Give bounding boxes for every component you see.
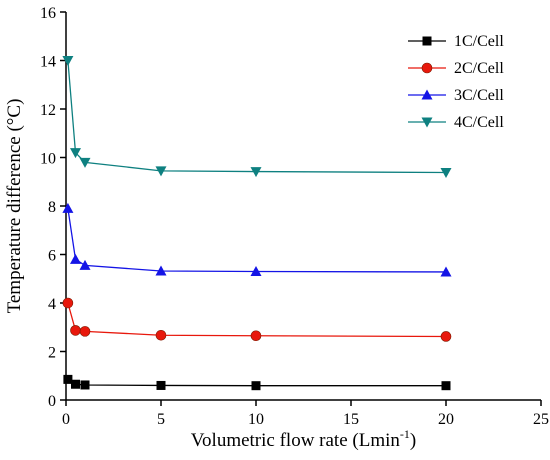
legend-entry: 4C/Cell [408, 114, 504, 131]
y-tick-label: 16 [40, 5, 56, 22]
data-point [250, 330, 262, 342]
x-ticks: 0 5 10 15 20 25 [62, 400, 549, 428]
y-ticks: 0 2 4 6 8 10 12 14 16 [40, 5, 66, 410]
legend: 1C/Cell 2C/Cell 3C/Cell 4C/Cell [408, 33, 504, 131]
x-tick-label: 10 [248, 411, 264, 428]
data-point [250, 265, 262, 276]
x-tick-label: 15 [343, 411, 359, 428]
data-point [62, 202, 74, 213]
series-line [67, 208, 447, 273]
data-point [70, 325, 81, 336]
series-4 [62, 56, 452, 179]
data-point [79, 259, 91, 270]
x-tick-label: 5 [157, 411, 165, 428]
data-point [440, 266, 452, 277]
y-tick-label: 10 [40, 151, 56, 168]
legend-marker [421, 117, 433, 128]
legend-label: 2C/Cell [454, 60, 504, 77]
x-axis-title-main: Volumetric flow rate (Lmin [191, 430, 401, 451]
data-point [155, 166, 167, 177]
x-axis-title-end: ) [410, 430, 416, 451]
data-point [155, 265, 167, 276]
legend-label: 1C/Cell [454, 33, 504, 50]
x-tick-label: 25 [533, 411, 549, 428]
data-point [79, 326, 91, 337]
legend-marker [421, 62, 433, 74]
series-3 [62, 202, 452, 277]
legend-entry: 3C/Cell [408, 87, 504, 104]
y-tick-label: 14 [40, 54, 56, 71]
legend-entry: 2C/Cell [408, 60, 504, 77]
series-2 [62, 297, 452, 342]
data-point [70, 148, 81, 159]
legend-label: 3C/Cell [454, 87, 504, 104]
data-point [79, 157, 91, 168]
legend-marker [422, 36, 432, 46]
data-point [63, 374, 73, 384]
series-line [67, 60, 447, 174]
x-axis-title-superscript: -1 [400, 427, 410, 441]
plot-area: 0 5 10 15 20 25 0 2 4 6 8 10 12 14 16 [40, 5, 549, 428]
legend-entry: 1C/Cell [408, 33, 504, 50]
data-point [440, 331, 452, 342]
data-point [250, 167, 262, 178]
data-point [62, 297, 74, 309]
data-point [251, 381, 261, 391]
y-tick-label: 12 [40, 102, 56, 119]
y-tick-label: 4 [48, 296, 56, 313]
data-point [155, 329, 167, 341]
legend-marker [421, 89, 433, 100]
y-axis-title: Temperature difference (°C) [4, 99, 25, 314]
data-point [156, 380, 166, 390]
data-point [441, 381, 451, 391]
y-tick-label: 0 [48, 393, 56, 410]
data-point [440, 168, 452, 179]
legend-label: 4C/Cell [454, 114, 504, 131]
x-tick-label: 20 [438, 411, 454, 428]
data-point [80, 380, 90, 390]
series-1 [63, 374, 451, 391]
data-point [70, 253, 81, 264]
y-tick-label: 8 [48, 199, 56, 216]
data-point [62, 56, 74, 66]
data-point [71, 379, 80, 389]
y-tick-label: 6 [48, 248, 56, 265]
y-tick-label: 2 [48, 345, 56, 362]
x-tick-label: 0 [62, 411, 70, 428]
series-layer [62, 56, 452, 391]
x-axis-title: Volumetric flow rate (Lmin-1) [191, 427, 416, 451]
